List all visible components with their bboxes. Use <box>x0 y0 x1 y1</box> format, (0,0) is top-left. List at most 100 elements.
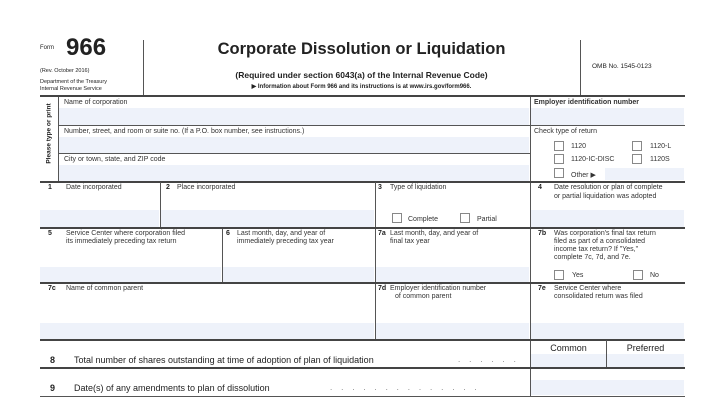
city-input[interactable] <box>59 165 529 181</box>
line-1-num: 1 <box>48 184 52 191</box>
divider <box>40 227 685 229</box>
header-divider-left <box>143 40 144 96</box>
leader-dots-9: . . . . . . . . . . . . . . <box>330 383 477 392</box>
common-header: Common <box>550 343 587 353</box>
label-partial: Partial <box>477 216 497 223</box>
divider <box>40 396 685 397</box>
divider <box>160 182 161 228</box>
city-label: City or town, state, and ZIP code <box>64 156 166 163</box>
form-title: Corporate Dissolution or Liquidation <box>217 40 506 58</box>
checkbox-1120[interactable] <box>554 141 564 151</box>
line-5-label-a: Service Center where corporation filed <box>66 230 186 237</box>
line-7a-num: 7a <box>378 230 386 237</box>
name-input[interactable] <box>59 108 529 125</box>
line-7d-label-a: Employer identification number <box>390 285 487 292</box>
form-number: 966 <box>66 34 107 61</box>
divider <box>40 181 685 183</box>
date-incorporated-input[interactable] <box>40 210 159 227</box>
line-7d-num: 7d <box>378 285 387 292</box>
parent-ein-input[interactable] <box>376 323 529 339</box>
divider <box>530 97 531 397</box>
preferred-header: Preferred <box>626 343 665 353</box>
service-center-input[interactable] <box>40 267 221 283</box>
label-1120: 1120 <box>571 143 587 150</box>
common-parent-input[interactable] <box>40 323 374 339</box>
check-type-label: Check type of return <box>534 128 598 135</box>
form-word: Form <box>40 45 54 51</box>
checkbox-no[interactable] <box>633 270 643 280</box>
line-5-label-b: its immediately preceding tax return <box>66 238 177 245</box>
line-7d-label-b: of common parent <box>395 293 452 300</box>
checkbox-other[interactable] <box>554 168 564 178</box>
line-7c-label: Name of common parent <box>66 285 144 292</box>
ein-label: Employer identification number <box>534 99 640 106</box>
line-8-num: 8 <box>50 355 56 365</box>
header-divider-right <box>580 40 581 96</box>
line-6-num: 6 <box>226 230 230 237</box>
checkbox-yes[interactable] <box>554 270 564 280</box>
divider <box>606 340 607 368</box>
checkbox-1120-l[interactable] <box>632 141 642 151</box>
form-subtitle: (Required under section 6043(a) of the I… <box>235 70 488 80</box>
line-6-label-b: immediately preceding tax year <box>237 238 334 245</box>
line-4-num: 4 <box>538 184 542 191</box>
consolidated-service-center-input[interactable] <box>531 323 684 339</box>
line-7e-label-b: consolidated return was filed <box>554 293 643 300</box>
divider <box>58 125 685 126</box>
line-2-label: Place incorporated <box>177 184 236 191</box>
date-adopted-input[interactable] <box>531 210 684 227</box>
final-tax-year-input[interactable] <box>376 267 529 283</box>
line-2-num: 2 <box>166 184 170 191</box>
label-1120-l: 1120-L <box>650 143 672 150</box>
omb-number: OMB No. 1545-0123 <box>592 63 652 70</box>
line-3-label: Type of liquidation <box>390 184 447 191</box>
dept-line2: Internal Revenue Service <box>40 86 102 92</box>
label-other: Other ▶ <box>571 172 596 179</box>
info-line: ▶ Information about Form 966 and its ins… <box>251 84 472 90</box>
line-7c-num: 7c <box>48 285 56 292</box>
line-7b-label-d: complete 7c, 7d, and 7e. <box>554 254 631 261</box>
line-9-label: Date(s) of any amendments to plan of dis… <box>74 383 270 393</box>
preceding-tax-year-input[interactable] <box>223 267 374 283</box>
line-4-label-b: or partial liquidation was adopted <box>554 193 657 200</box>
label-1120s: 1120S <box>650 156 670 163</box>
place-incorporated-input[interactable] <box>161 210 374 227</box>
line-7b-label-b: filed as part of a consolidated <box>554 238 646 245</box>
divider <box>40 339 685 341</box>
label-1120-ic-disc: 1120-IC-DISC <box>571 156 615 163</box>
divider <box>40 367 685 369</box>
line-7e-label-a: Service Center where <box>554 285 622 292</box>
ein-input[interactable] <box>531 108 684 125</box>
checkbox-partial[interactable] <box>460 213 470 223</box>
checkbox-complete[interactable] <box>392 213 402 223</box>
side-label: Please type or print <box>45 103 53 164</box>
dept-line1: Department of the Treasury <box>40 79 107 85</box>
divider <box>58 97 59 181</box>
line-7b-label-c: income tax return? If "Yes," <box>554 246 639 253</box>
revision: (Rev. October 2016) <box>40 68 90 74</box>
checkbox-1120s[interactable] <box>632 154 642 164</box>
name-label: Name of corporation <box>64 99 128 106</box>
divider <box>222 229 223 283</box>
line-3-num: 3 <box>378 184 382 191</box>
checkbox-1120-ic-disc[interactable] <box>554 154 564 164</box>
street-label: Number, street, and room or suite no. (I… <box>64 128 305 135</box>
preferred-shares-input[interactable] <box>607 354 684 367</box>
line-7e-num: 7e <box>538 285 546 292</box>
line-5-num: 5 <box>48 230 52 237</box>
line-7b-label-a: Was corporation's final tax return <box>554 230 656 237</box>
label-yes: Yes <box>572 272 584 279</box>
line-4-label-a: Date resolution or plan of complete <box>554 184 663 191</box>
street-input[interactable] <box>59 137 529 153</box>
amendment-dates-input[interactable] <box>531 380 684 395</box>
divider <box>58 153 530 154</box>
line-8-label: Total number of shares outstanding at ti… <box>74 355 374 365</box>
common-shares-input[interactable] <box>531 354 606 367</box>
line-9-num: 9 <box>50 383 56 393</box>
other-input[interactable] <box>605 168 684 180</box>
label-complete: Complete <box>408 216 438 223</box>
line-7a-label-b: final tax year <box>390 238 430 245</box>
line-7a-label-a: Last month, day, and year of <box>390 230 479 237</box>
divider <box>40 95 685 97</box>
